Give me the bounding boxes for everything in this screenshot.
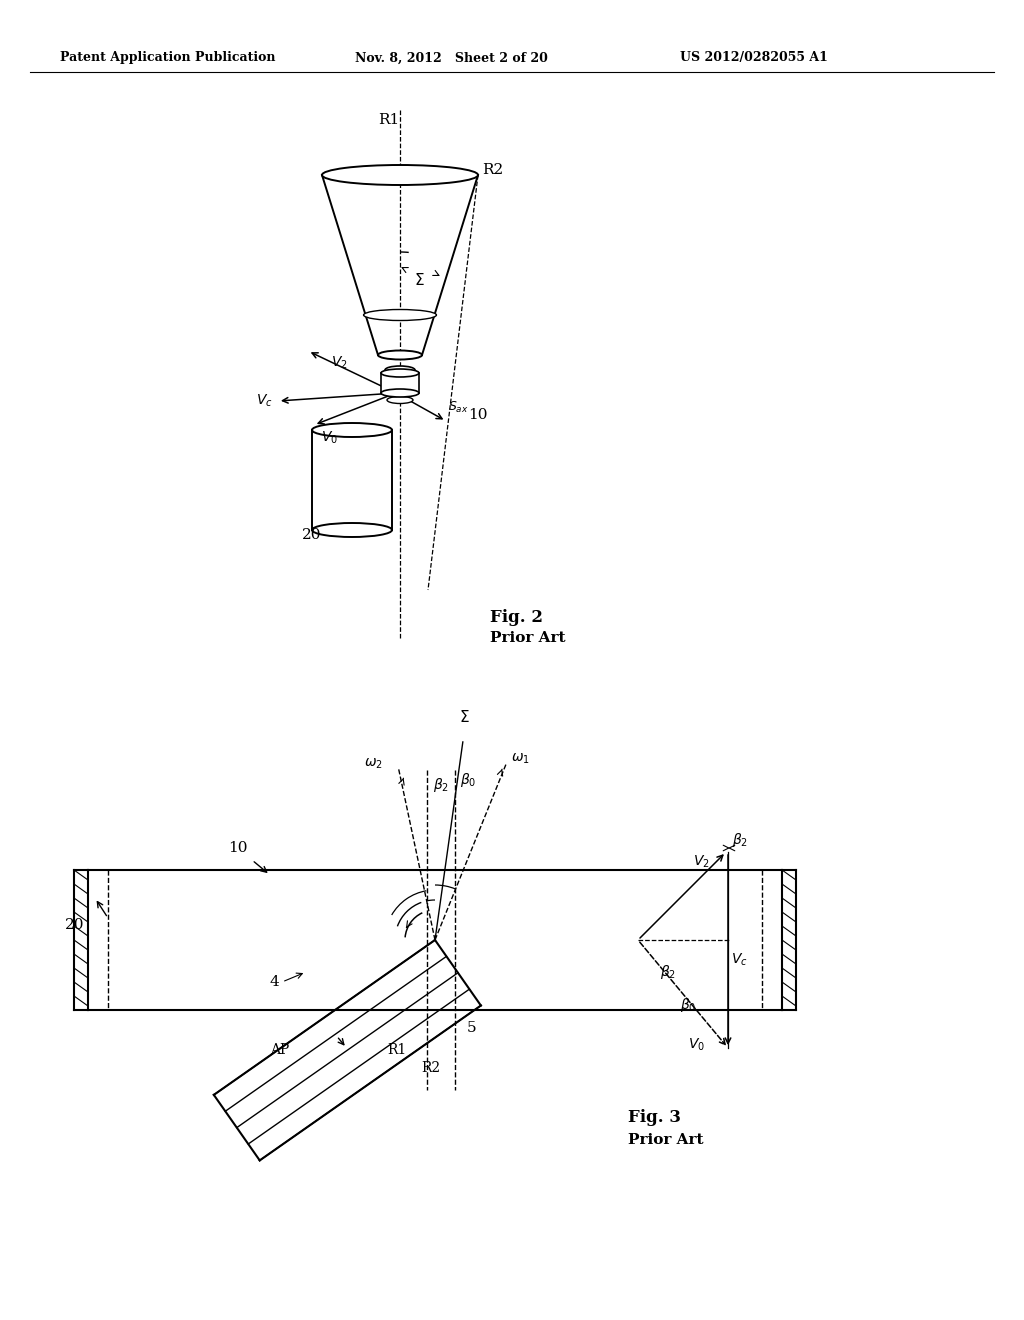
Text: $\beta_2$: $\beta_2$ [732, 832, 749, 849]
Text: $\omega_2$: $\omega_2$ [364, 756, 382, 771]
Text: $S_{ax}$: $S_{ax}$ [449, 400, 469, 414]
Text: Fig. 2: Fig. 2 [490, 610, 543, 627]
Ellipse shape [312, 422, 392, 437]
Text: Prior Art: Prior Art [628, 1133, 703, 1147]
Bar [381, 374, 419, 393]
Text: R1: R1 [378, 114, 399, 127]
Ellipse shape [381, 389, 419, 397]
Ellipse shape [381, 370, 419, 378]
Text: $V_0$: $V_0$ [321, 430, 338, 446]
Text: 4: 4 [270, 975, 280, 989]
Ellipse shape [387, 396, 413, 404]
Text: $\beta_2$: $\beta_2$ [433, 776, 450, 795]
Ellipse shape [378, 351, 422, 359]
Text: Prior Art: Prior Art [490, 631, 565, 645]
Text: R2: R2 [482, 162, 503, 177]
Text: Fig. 3: Fig. 3 [628, 1110, 681, 1126]
Text: $V_c$: $V_c$ [256, 393, 272, 409]
Ellipse shape [385, 366, 415, 374]
Text: 5: 5 [467, 1020, 476, 1035]
Text: $V_2$: $V_2$ [331, 355, 348, 371]
Text: R2: R2 [421, 1061, 440, 1074]
Text: US 2012/0282055 A1: US 2012/0282055 A1 [680, 51, 827, 65]
Text: $\beta_0$: $\beta_0$ [680, 997, 696, 1014]
Text: $V_c$: $V_c$ [731, 952, 748, 968]
Ellipse shape [312, 523, 392, 537]
Ellipse shape [322, 165, 478, 185]
Text: AP: AP [270, 1043, 289, 1057]
Text: Patent Application Publication: Patent Application Publication [60, 51, 275, 65]
Text: $\omega_1$: $\omega_1$ [511, 751, 530, 766]
Text: 10: 10 [228, 841, 248, 855]
Text: $\Sigma$: $\Sigma$ [459, 709, 469, 725]
Text: $V_0$: $V_0$ [688, 1036, 705, 1053]
Text: R1: R1 [387, 1043, 407, 1057]
Text: 20: 20 [65, 917, 85, 932]
Text: 20: 20 [302, 528, 322, 543]
Text: $\Sigma$: $\Sigma$ [414, 272, 425, 288]
Ellipse shape [364, 309, 436, 321]
Text: 10: 10 [468, 408, 487, 422]
Text: Nov. 8, 2012   Sheet 2 of 20: Nov. 8, 2012 Sheet 2 of 20 [355, 51, 548, 65]
Text: $\beta_0$: $\beta_0$ [460, 771, 476, 789]
Text: $\beta_2$: $\beta_2$ [660, 964, 676, 981]
Text: $V_2$: $V_2$ [693, 854, 710, 870]
